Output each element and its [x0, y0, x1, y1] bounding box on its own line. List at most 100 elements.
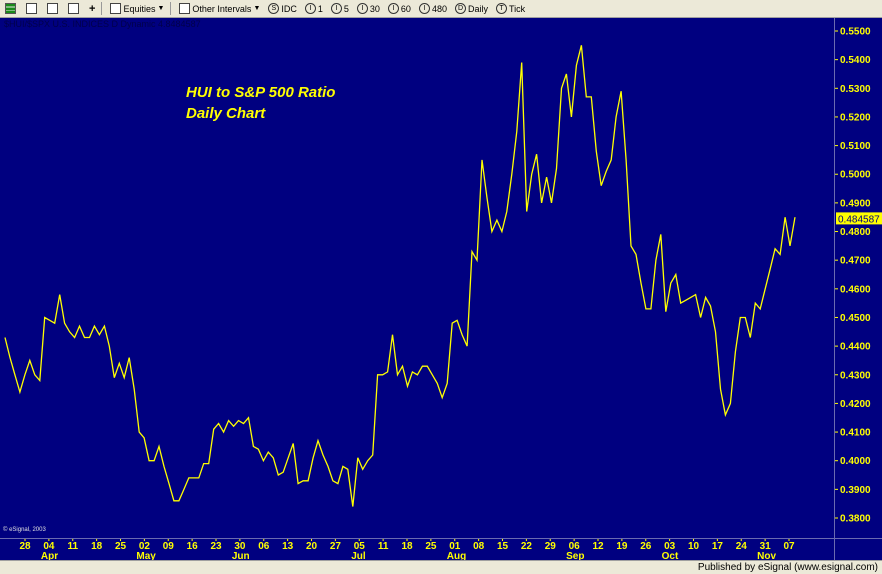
- price-axis[interactable]: 0.3800 0.3900 0.4000 0.4100 0.4200 0.4300 0.44…: [834, 18, 882, 538]
- interval-button-daily[interactable]: D Daily: [452, 1, 491, 16]
- toolbar-separator: [101, 2, 103, 15]
- axis-corner: [834, 538, 882, 560]
- x-tick-label: 03: [664, 541, 676, 552]
- x-tick-label: 22: [521, 541, 533, 552]
- x-tick-label: 19: [616, 541, 628, 552]
- equities-dropdown[interactable]: Equities ▼: [107, 1, 167, 16]
- interval-button-60[interactable]: I 60: [385, 1, 414, 16]
- x-tick-label: 02: [139, 541, 151, 552]
- x-tick-label: 24: [736, 541, 748, 552]
- series-line: [4, 45, 796, 507]
- y-tick-label: 0.4100: [840, 428, 871, 439]
- circle-i-icon: I: [356, 3, 368, 14]
- x-tick-label: 20: [306, 541, 318, 552]
- copy-icon: [68, 3, 79, 14]
- chevron-down-icon: ▼: [157, 5, 165, 12]
- chart-title: HUI to S&P 500 Ratio: [186, 84, 336, 101]
- y-tick-label: 0.5300: [840, 84, 871, 95]
- last-value-badge: [836, 212, 882, 225]
- y-tick-label: 0.4400: [840, 342, 871, 353]
- x-tick-label: 04: [43, 541, 55, 552]
- price-axis-labels: 0.3800 0.3900 0.4000 0.4100 0.4200 0.4300 0.44…: [835, 27, 882, 525]
- toolbar-separator: [170, 2, 172, 15]
- x-tick-label: 30: [234, 541, 246, 552]
- y-tick-label: 0.4500: [840, 313, 871, 324]
- y-tick-label: 0.5000: [840, 170, 871, 181]
- last-value-label: 0.484587: [838, 214, 880, 225]
- circle-s-icon: S: [268, 3, 280, 14]
- y-tick-label: 0.4800: [840, 227, 871, 238]
- copy-button[interactable]: [65, 1, 84, 16]
- y-tick-label: 0.4700: [840, 256, 871, 267]
- x-tick-label: 17: [712, 541, 724, 552]
- circle-i-icon: I: [330, 3, 342, 14]
- y-tick-label: 0.5500: [840, 27, 871, 38]
- pages-button[interactable]: [44, 1, 63, 16]
- x-tick-label: 15: [497, 541, 509, 552]
- x-tick-label: 31: [760, 541, 772, 552]
- circle-i-icon: I: [304, 3, 316, 14]
- x-tick-label: 12: [592, 541, 604, 552]
- chart-area[interactable]: [0, 18, 834, 538]
- interval-button-30[interactable]: I 30: [354, 1, 383, 16]
- x-tick-label: 06: [569, 541, 581, 552]
- x-tick-label: 23: [210, 541, 222, 552]
- page-icon: [26, 3, 37, 14]
- interval-button-480[interactable]: I 480: [416, 1, 450, 16]
- status-text: Published by eSignal (www.esignal.com): [697, 562, 878, 573]
- y-tick-label: 0.3800: [840, 514, 871, 525]
- chevron-down-icon: ▼: [253, 5, 261, 12]
- circle-i-icon: I: [387, 3, 399, 14]
- time-axis-labels: 28 04 11 18 25 02 09 16 23 30 06 13 20 27 05 11 18 25 01 08…: [19, 539, 795, 561]
- bar-chart-icon: [5, 3, 16, 14]
- x-month-label: Aug: [447, 551, 466, 561]
- page-button[interactable]: [23, 1, 42, 16]
- x-tick-label: 01: [449, 541, 461, 552]
- y-tick-label: 0.4300: [840, 370, 871, 381]
- x-tick-label: 13: [282, 541, 294, 552]
- x-tick-label: 18: [401, 541, 413, 552]
- y-tick-label: 0.5400: [840, 55, 871, 66]
- x-month-label: Apr: [41, 551, 58, 561]
- copyright-text: © eSignal, 2003: [3, 527, 46, 533]
- time-axis[interactable]: 28 04 11 18 25 02 09 16 23 30 06 13 20 27 05 11 18 25 01 08…: [0, 538, 834, 561]
- intervals-icon: [179, 3, 191, 14]
- y-tick-label: 0.4200: [840, 399, 871, 410]
- x-tick-label: 26: [640, 541, 652, 552]
- x-month-label: Nov: [757, 551, 776, 561]
- x-tick-label: 11: [67, 541, 78, 552]
- pages-icon: [47, 3, 58, 14]
- y-tick-label: 0.4900: [840, 198, 871, 209]
- x-month-label: Sep: [566, 551, 584, 561]
- interval-button-tick[interactable]: T Tick: [493, 1, 528, 16]
- x-tick-label: 06: [258, 541, 270, 552]
- interval-button-idc[interactable]: S IDC: [265, 1, 300, 16]
- y-tick-label: 0.4000: [840, 456, 871, 467]
- y-tick-label: 0.5200: [840, 112, 871, 123]
- circle-t-icon: T: [495, 3, 507, 14]
- equities-icon: [110, 3, 122, 14]
- x-tick-label: 25: [115, 541, 127, 552]
- y-tick-label: 0.5100: [840, 141, 871, 152]
- price-plot: [4, 45, 796, 507]
- x-tick-label: 05: [354, 541, 366, 552]
- x-tick-label: 29: [545, 541, 557, 552]
- x-tick-label: 16: [187, 541, 199, 552]
- circle-d-icon: D: [454, 3, 466, 14]
- x-tick-label: 11: [378, 541, 389, 552]
- x-month-label: Jul: [351, 551, 366, 561]
- other-intervals-dropdown[interactable]: Other Intervals ▼: [176, 1, 263, 16]
- x-month-label: Jun: [232, 551, 250, 561]
- chart-subtitle: Daily Chart: [186, 105, 266, 122]
- x-month-label: Oct: [662, 551, 679, 561]
- add-button[interactable]: +: [86, 1, 98, 16]
- plus-icon: +: [89, 2, 96, 15]
- x-tick-label: 28: [19, 541, 31, 552]
- x-tick-label: 27: [330, 541, 342, 552]
- chart-type-button[interactable]: [2, 1, 21, 16]
- x-tick-label: 10: [688, 541, 700, 552]
- x-tick-label: 08: [473, 541, 485, 552]
